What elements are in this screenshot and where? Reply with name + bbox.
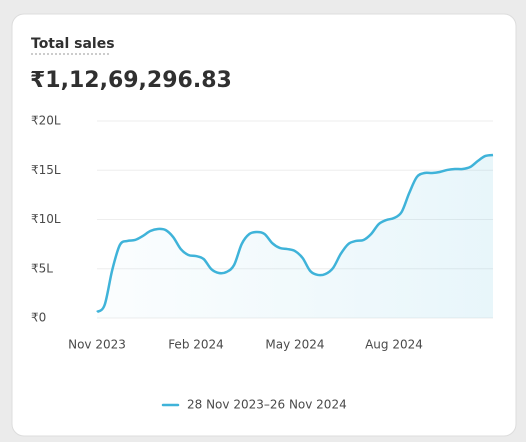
y-tick-label: ₹15L	[31, 163, 61, 177]
x-tick-label: Feb 2024	[168, 338, 224, 352]
card	[11, 13, 517, 437]
y-tick-label: ₹5L	[31, 261, 53, 275]
x-tick-label: Aug 2024	[365, 338, 423, 352]
y-tick-label: ₹10L	[31, 212, 61, 226]
y-tick-label: ₹0	[31, 311, 46, 325]
x-tick-label: May 2024	[265, 338, 324, 352]
x-tick-label: Nov 2023	[68, 338, 126, 352]
y-tick-label: ₹20L	[31, 114, 61, 128]
chart-title: Total sales	[31, 36, 115, 52]
line	[96, 153, 494, 314]
legend-label: 28 Nov 2023–26 Nov 2024	[187, 398, 347, 412]
summary-value: ₹1,12,69,296.83	[30, 68, 232, 93]
area	[97, 154, 493, 318]
